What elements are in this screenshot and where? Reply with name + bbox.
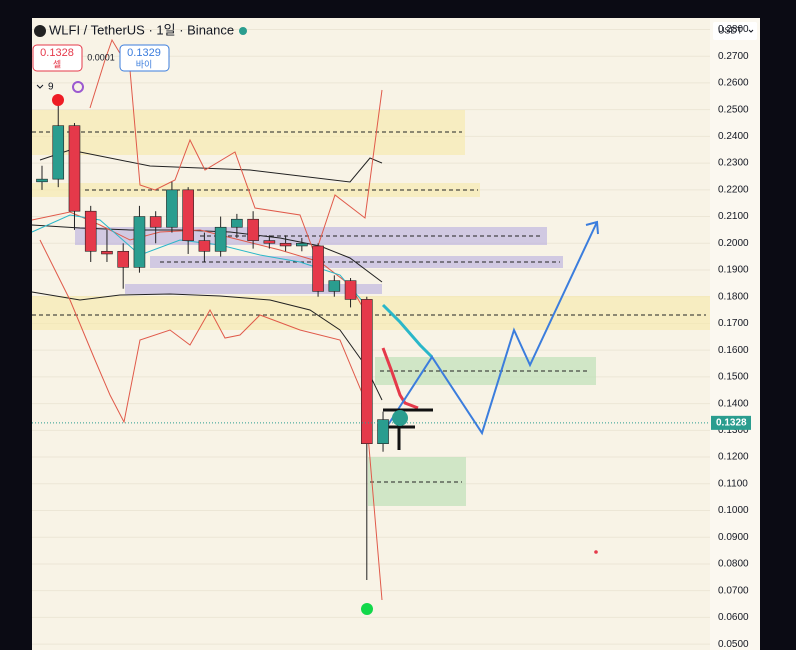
indicator-line: [31, 291, 383, 401]
forecast-line: [381, 303, 434, 359]
y-tick-label: 0.1600: [718, 345, 749, 356]
y-tick-label: 0.1000: [718, 505, 749, 516]
candle-body: [198, 240, 211, 252]
indicator-line: [31, 224, 383, 283]
signal-dot: [361, 603, 373, 615]
candle-body: [84, 210, 97, 252]
y-tick-label: 0.2500: [718, 104, 749, 115]
price-axis-bg: [710, 18, 760, 650]
spread: 0.0001: [87, 52, 115, 62]
y-tick-label: 0.2400: [718, 131, 749, 142]
candle-body: [328, 280, 341, 292]
last-price-label: 0.1328: [716, 417, 747, 428]
sell-label: 셀: [53, 59, 61, 69]
indicator-count: 9: [48, 82, 54, 93]
candle-body: [263, 240, 276, 244]
y-tick-label: 0.0600: [718, 612, 749, 623]
refresh-icon[interactable]: [72, 81, 84, 93]
y-tick-label: 0.2800: [718, 24, 749, 35]
candles: [36, 104, 389, 580]
candle-body: [344, 280, 357, 300]
candle-body: [377, 419, 389, 444]
candle-body: [247, 218, 259, 241]
candle-body: [312, 245, 324, 292]
candle-body: [279, 242, 292, 247]
chevron[interactable]: [36, 84, 44, 89]
candle-body: [52, 125, 65, 180]
y-tick-label: 0.2000: [718, 238, 749, 249]
sell-button[interactable]: [32, 44, 83, 72]
y-tick-label: 0.2700: [718, 51, 749, 62]
price-axis: 0.2800 0.2700 0.2600 0.2500 0.2400 0.2300 0.22…: [711, 24, 751, 650]
candle-body: [36, 178, 48, 183]
y-tick-label: 0.1900: [718, 265, 749, 276]
candle-body: [231, 218, 243, 228]
signal-dot: [52, 94, 64, 106]
buy-label: 바이: [136, 59, 153, 69]
y-tick-label: 0.1200: [718, 452, 749, 463]
forecast-path: [387, 221, 598, 436]
y-tick-label: 0.2200: [718, 184, 749, 195]
y-tick-label: 0.0700: [718, 585, 749, 596]
symbol-title: WLFI / TetherUS · 1일 · Binance: [49, 22, 234, 37]
candle-body: [182, 189, 194, 241]
chevron: [748, 29, 754, 33]
y-tick-label: 0.2300: [718, 158, 749, 169]
currency: USDT: [718, 25, 743, 35]
y-tick-label: 0.1400: [718, 398, 749, 409]
zone: [368, 457, 466, 506]
arrow-head: [585, 220, 599, 235]
candle-body: [166, 189, 178, 228]
status-dot: [239, 27, 247, 35]
indicator-line: [39, 149, 383, 183]
y-tick-label: 0.1700: [718, 318, 749, 329]
sell-price: 0.1328: [40, 47, 74, 59]
candle-body: [133, 216, 146, 268]
candle-body: [149, 216, 162, 228]
forecast-line: [381, 347, 419, 410]
currency-button[interactable]: [713, 22, 757, 40]
buy-button[interactable]: [119, 44, 170, 72]
last-price-tag: [711, 415, 751, 430]
y-tick-label: 0.1800: [718, 291, 749, 302]
marker-dot: [392, 410, 408, 426]
y-tick-label: 0.1100: [718, 478, 748, 489]
candle-body: [117, 250, 129, 268]
y-tick-label: 0.1500: [718, 372, 749, 383]
symbol-icon: [34, 25, 46, 37]
candle-body: [296, 242, 308, 247]
candle-body: [68, 125, 81, 212]
indicator-line: [39, 239, 383, 601]
y-tick-label: 0.2600: [718, 78, 749, 89]
candle-body: [101, 250, 113, 255]
zone: [125, 284, 382, 294]
candle-body: [360, 299, 373, 444]
candle-body: [214, 226, 227, 252]
y-tick-label: 0.0800: [718, 559, 749, 570]
buy-price: 0.1329: [127, 47, 161, 59]
y-tick-label: 0.2100: [718, 211, 749, 222]
y-tick-label: 0.1300: [718, 425, 749, 436]
dot: [594, 550, 598, 554]
y-tick-label: 0.0900: [718, 532, 749, 543]
y-tick-label: 0.0500: [718, 639, 749, 650]
